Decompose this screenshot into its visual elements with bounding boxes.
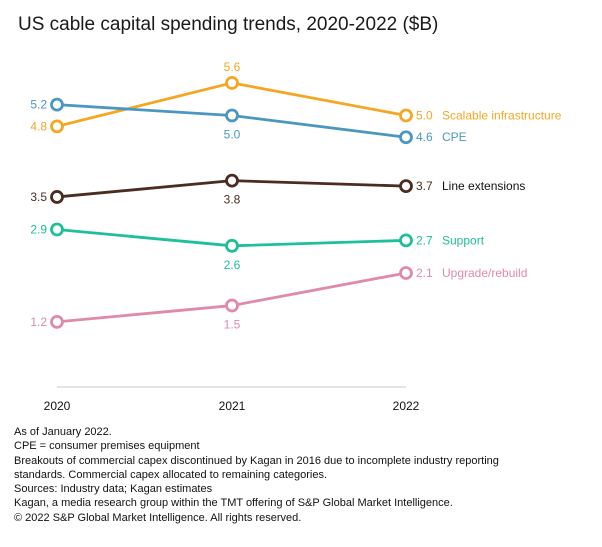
x-tick-label: 2021 (219, 399, 246, 413)
data-label-scalable-infrastructure: 4.8 (30, 119, 47, 133)
data-point-scalable-infrastructure (399, 108, 413, 123)
data-point-scalable-infrastructure (50, 119, 64, 134)
data-point-upgrade-rebuild (399, 266, 413, 280)
data-point-upgrade-rebuild (225, 298, 239, 313)
data-label-upgrade-rebuild: 1.5 (224, 318, 241, 332)
data-label-line-extensions: 3.7 (416, 179, 433, 193)
data-label-support: 2.9 (30, 223, 47, 237)
data-label-cpe: 5.0 (224, 128, 241, 142)
series-line-upgrade-rebuild (56, 271, 407, 324)
x-tick-label: 2022 (393, 399, 420, 413)
note-line: Sources: Industry data; Kagan estimates (14, 483, 213, 496)
data-point-cpe (399, 130, 413, 145)
note-line: Kagan, a media research group within the… (14, 497, 453, 510)
data-point-support (225, 238, 239, 253)
data-label-line-extensions: 3.5 (30, 190, 47, 204)
data-label-cpe: 5.2 (30, 98, 47, 112)
legend-label-support: Support (442, 233, 485, 247)
data-point-line-extensions (399, 179, 413, 193)
data-label-scalable-infrastructure: 5.6 (224, 60, 241, 74)
note-line: CPE = consumer premises equipment (14, 440, 200, 453)
data-point-support (50, 222, 64, 237)
legend-label-line-extensions: Line extensions (442, 179, 525, 193)
data-point-scalable-infrastructure (225, 76, 239, 90)
data-label-support: 2.6 (224, 258, 241, 272)
chart-notes: As of January 2022. CPE = consumer premi… (14, 425, 499, 525)
data-label-support: 2.7 (416, 233, 433, 247)
note-line: As of January 2022. (14, 426, 112, 438)
note-line: standards. Commercial capex allocated to… (14, 468, 328, 481)
data-point-cpe (50, 97, 64, 112)
line-chart: 2020 2021 2022 4.8 5.6 5.0 Scalable infrastruc… (30, 60, 562, 413)
note-line: © 2022 S&P Global Market Intelligence. A… (14, 511, 302, 524)
x-tick-label: 2020 (44, 399, 71, 413)
data-label-upgrade-rebuild: 1.2 (30, 315, 47, 329)
data-label-line-extensions: 3.8 (224, 193, 241, 207)
legend-label-scalable-infrastructure: Scalable infrastructure (442, 109, 562, 123)
data-label-upgrade-rebuild: 2.1 (416, 266, 433, 280)
data-label-scalable-infrastructure: 5.0 (416, 109, 433, 123)
chart-title: US cable capital spending trends, 2020-2… (18, 14, 439, 35)
legend-label-cpe: CPE (442, 130, 467, 144)
data-point-support (399, 233, 413, 248)
data-point-line-extensions (50, 190, 64, 204)
data-point-cpe (225, 108, 239, 123)
legend-label-upgrade-rebuild: Upgrade/rebuild (442, 266, 527, 280)
note-line: Breakouts of commercial capex discontinu… (14, 454, 499, 467)
data-label-cpe: 4.6 (416, 130, 433, 144)
data-point-line-extensions (225, 173, 239, 188)
data-point-upgrade-rebuild (50, 314, 64, 329)
